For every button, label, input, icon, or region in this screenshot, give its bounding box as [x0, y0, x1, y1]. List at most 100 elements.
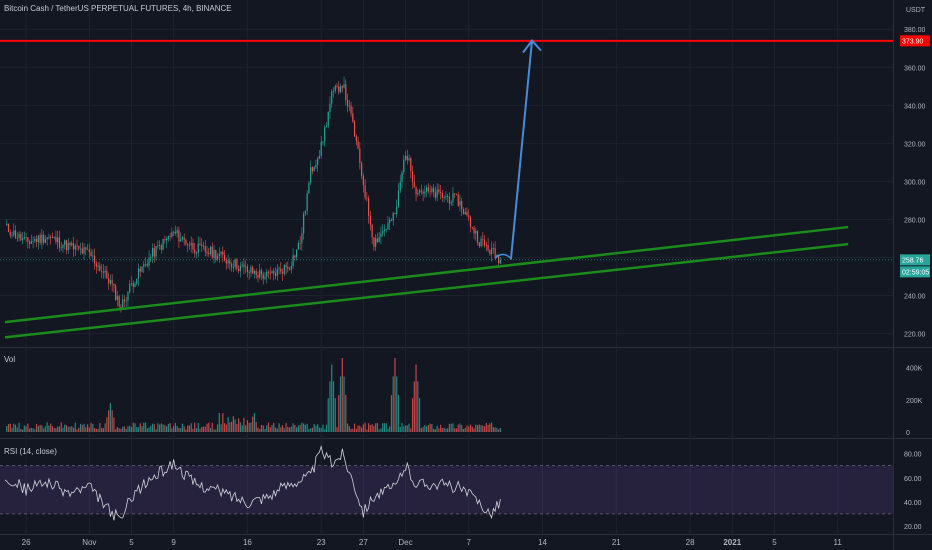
- price-tick-label: 320.00: [904, 141, 926, 148]
- candle-body: [167, 236, 169, 240]
- price-tick-label: 360.00: [904, 65, 926, 72]
- volume-bar: [129, 425, 131, 432]
- volume-bar: [58, 426, 61, 432]
- candle-body: [390, 219, 393, 221]
- volume-bar: [445, 428, 447, 432]
- volume-bar: [366, 429, 368, 432]
- volume-bar: [173, 426, 175, 432]
- volume-bar: [202, 426, 205, 432]
- candle-body: [14, 230, 17, 239]
- candle-body: [429, 191, 431, 192]
- volume-bar: [97, 428, 99, 432]
- volume-bar: [269, 427, 271, 432]
- time-tick-label: 11: [834, 538, 843, 547]
- candle-body: [455, 193, 458, 195]
- candle-body: [468, 215, 470, 218]
- volume-bar: [274, 427, 277, 432]
- candle-body: [489, 250, 491, 255]
- volume-bar: [383, 423, 386, 432]
- volume-bar: [362, 424, 364, 432]
- volume-bar: [95, 428, 97, 432]
- volume-bar: [424, 425, 426, 432]
- volume-bar: [252, 416, 254, 432]
- candle-body: [44, 239, 47, 243]
- candle-body: [320, 141, 322, 156]
- volume-bar: [79, 423, 82, 432]
- volume-bar: [297, 425, 299, 432]
- volume-bar: [51, 426, 54, 432]
- rsi-tick-label: 40.00: [904, 500, 922, 507]
- volume-bar: [350, 428, 352, 432]
- volume-bar: [296, 427, 298, 432]
- candle-body: [223, 254, 226, 261]
- candle-body: [353, 121, 356, 137]
- candle-body: [199, 243, 201, 245]
- volume-bar: [478, 424, 480, 432]
- volume-bar: [6, 426, 8, 432]
- volume-bar: [57, 426, 59, 432]
- candle-body: [406, 155, 408, 161]
- candle-body: [123, 299, 126, 302]
- volume-bar: [153, 424, 155, 432]
- candle-body: [327, 111, 329, 126]
- volume-bar: [411, 398, 414, 432]
- candle-body: [452, 193, 454, 203]
- volume-bar: [232, 416, 234, 432]
- candle-body: [373, 237, 375, 247]
- volume-bar: [459, 423, 461, 432]
- volume-bar: [36, 423, 38, 432]
- time-tick-label: 9: [171, 538, 176, 547]
- volume-bar: [88, 427, 90, 432]
- candle-body: [62, 244, 64, 248]
- candle-body: [173, 231, 175, 233]
- candle-body: [137, 268, 140, 279]
- volume-bar: [353, 423, 356, 432]
- volume-bar: [259, 428, 261, 432]
- volume-bar: [338, 395, 340, 432]
- volume-bar: [489, 423, 491, 432]
- candle-body: [476, 230, 479, 243]
- candle-body: [122, 299, 124, 309]
- volume-bar: [346, 423, 349, 432]
- volume-bar: [72, 427, 75, 432]
- candle-body: [352, 113, 354, 122]
- candle-body: [238, 268, 240, 271]
- time-tick-label: Nov: [82, 538, 96, 547]
- volume-bar: [317, 424, 319, 432]
- volume-bar: [266, 425, 268, 432]
- volume-bar: [27, 423, 29, 432]
- volume-bar: [164, 425, 166, 432]
- candle-body: [329, 103, 331, 112]
- candle-body: [461, 201, 463, 210]
- volume-bar: [341, 358, 343, 432]
- candle-body: [160, 245, 162, 250]
- candle-body: [95, 263, 97, 267]
- volume-bar: [310, 428, 312, 432]
- candle-body: [262, 274, 264, 279]
- volume-bar: [304, 424, 306, 432]
- price-tick-label: 280.00: [904, 217, 926, 224]
- volume-bar: [209, 427, 212, 432]
- volume-bar: [192, 428, 194, 432]
- candle-body: [250, 267, 252, 273]
- volume-bar: [111, 410, 113, 432]
- candle-body: [389, 219, 391, 223]
- volume-bar: [387, 428, 389, 432]
- candle-body: [450, 202, 452, 204]
- volume-bar: [452, 423, 454, 432]
- volume-bar: [99, 422, 101, 432]
- volume-bar: [108, 410, 110, 432]
- volume-bar: [378, 429, 380, 432]
- volume-bar: [76, 429, 78, 432]
- candle-body: [229, 260, 231, 264]
- candle-body: [366, 197, 368, 199]
- candle-body: [434, 192, 436, 198]
- candle-body: [20, 233, 22, 241]
- volume-bar: [86, 424, 89, 432]
- candle-body: [273, 271, 275, 274]
- volume-bar: [454, 428, 456, 432]
- volume-bar: [357, 425, 359, 432]
- candle-body: [355, 136, 357, 142]
- candle-body: [23, 237, 25, 239]
